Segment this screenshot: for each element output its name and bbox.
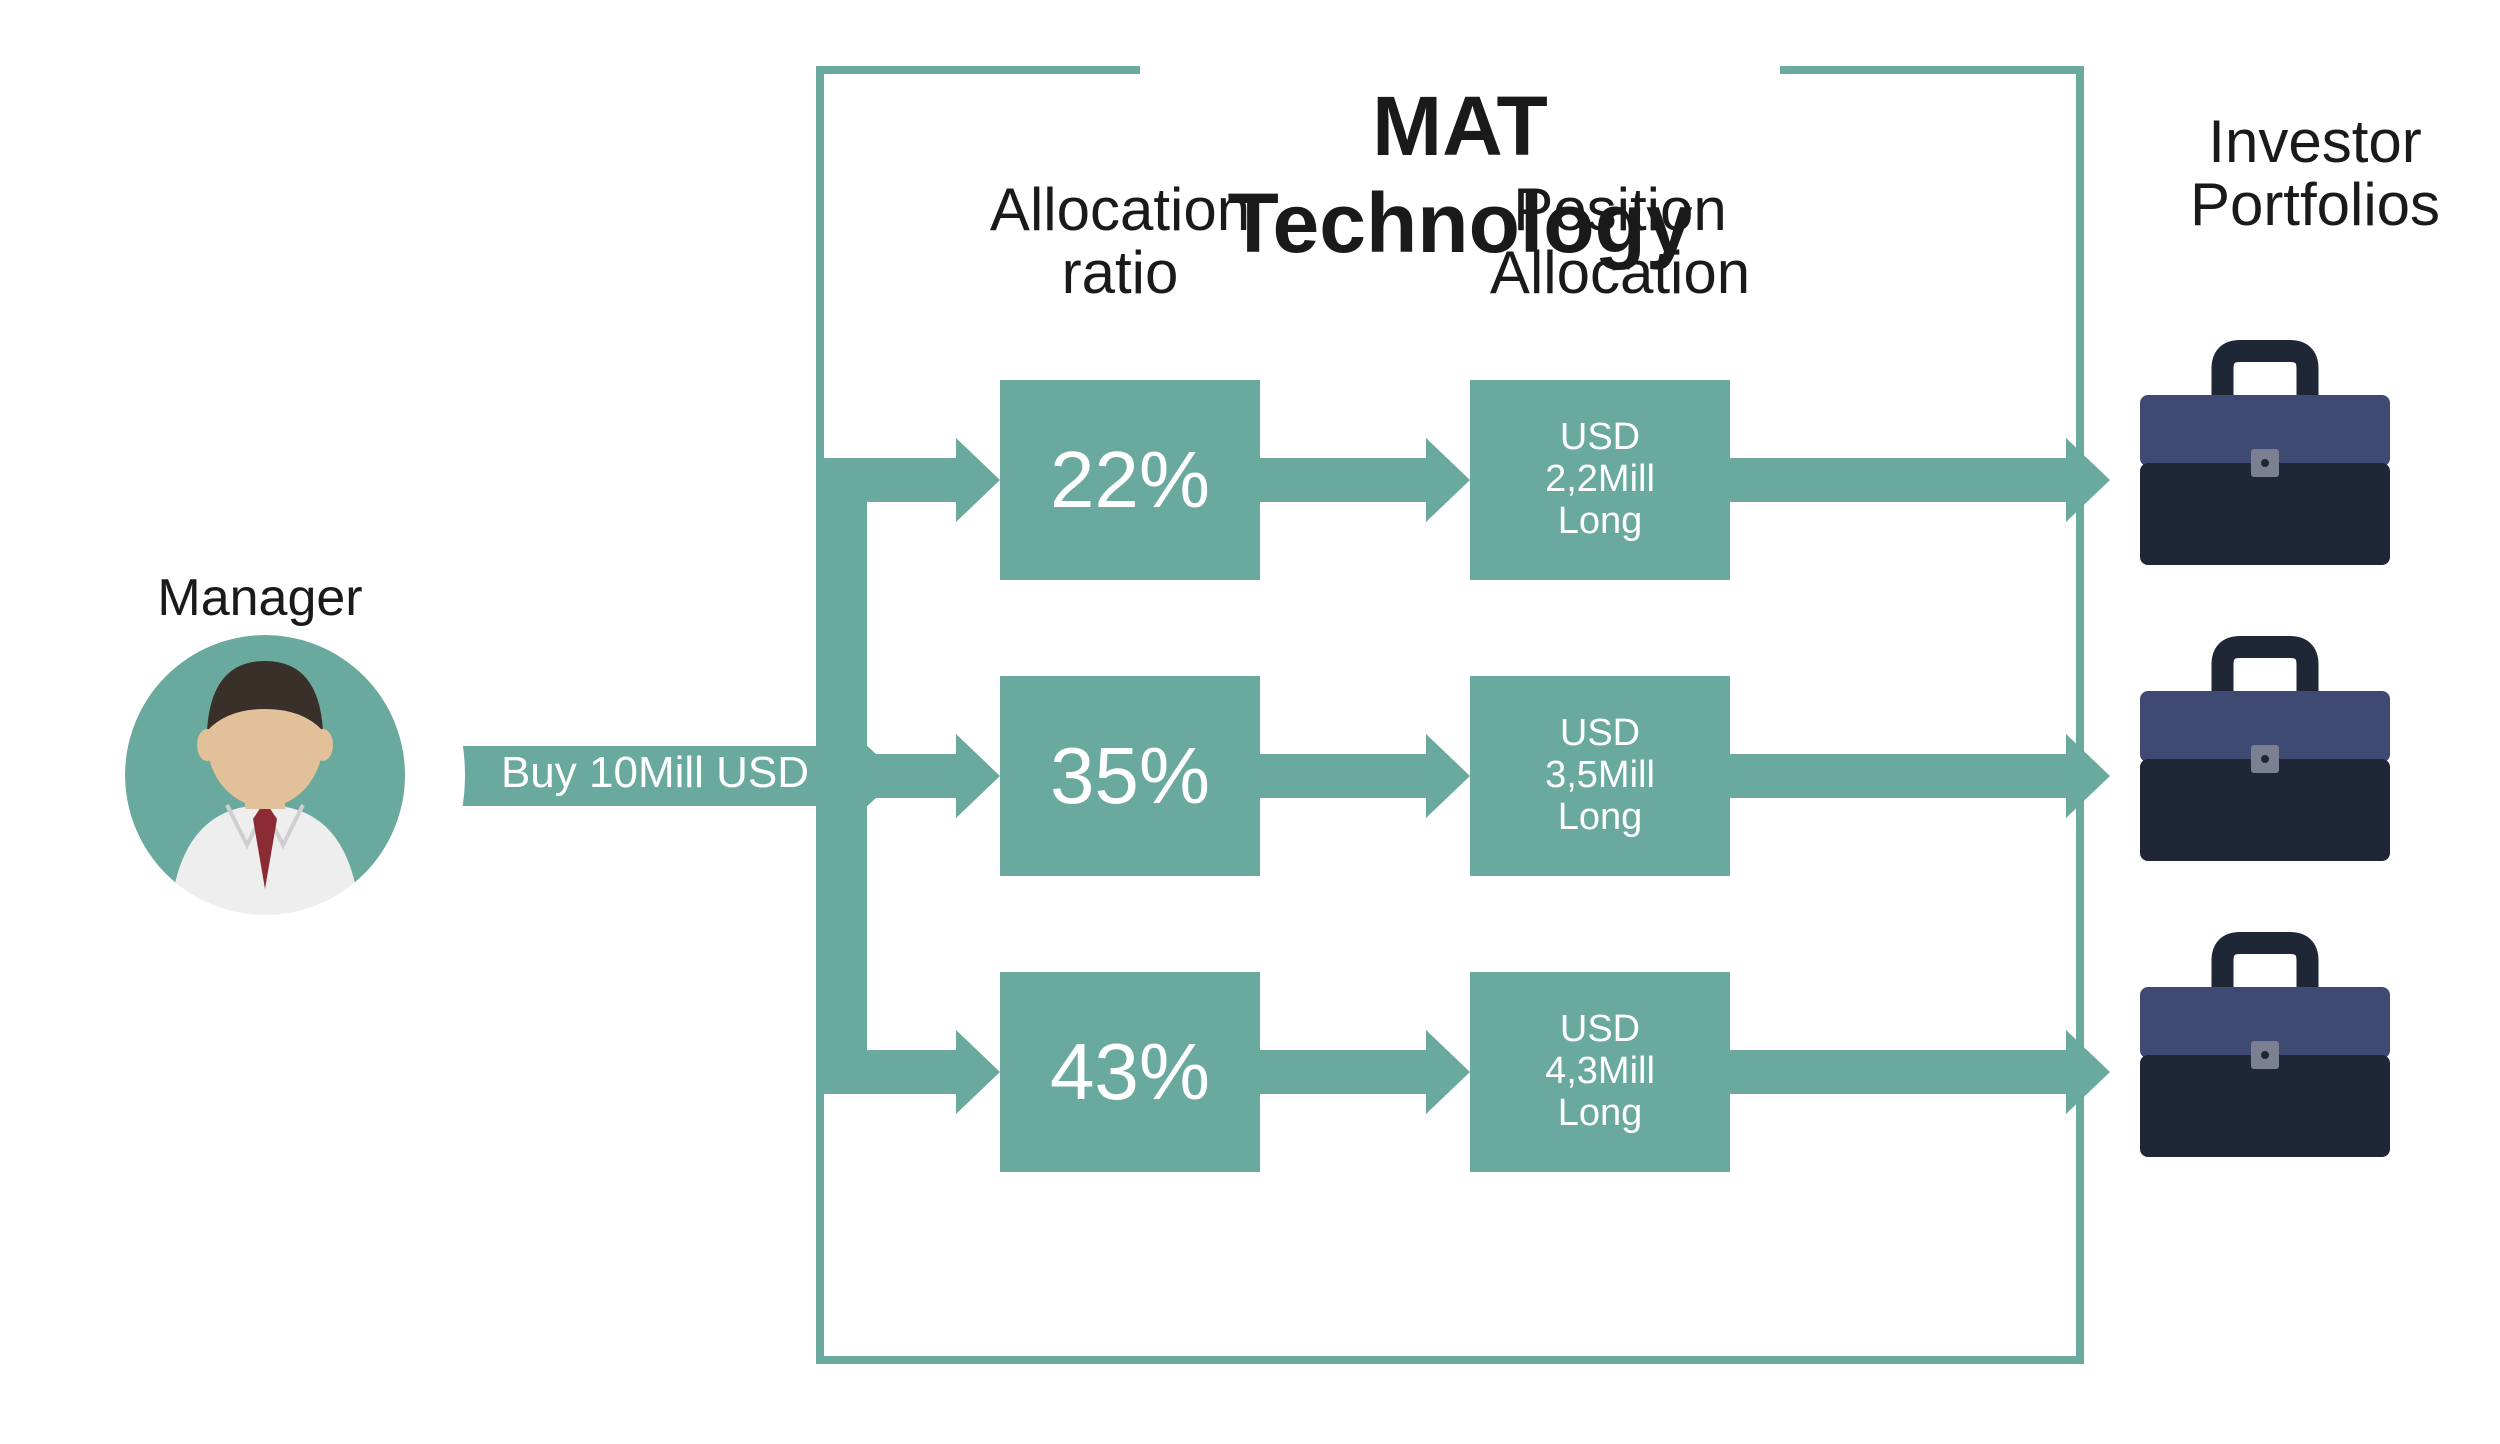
arrow-mid-2 (1260, 1030, 1470, 1114)
pos-l1-2: USD (1560, 1009, 1640, 1051)
briefcase-handle-0 (2223, 351, 2308, 395)
briefcase-bottom-2 (2140, 1055, 2390, 1157)
ratio-pct-1: 35% (1050, 730, 1210, 822)
manager-avatar (95, 605, 435, 975)
label-manager: Manager (140, 568, 380, 628)
pos-l2-1: 3,5Mill (1545, 755, 1655, 797)
title-investor-portfolios: InvestorPortfolios (2145, 110, 2485, 236)
position-value-0: USD2,2MillLong (1470, 380, 1730, 580)
ratio-pct-2: 43% (1050, 1026, 1210, 1118)
ratio-pct-0: 22% (1050, 434, 1210, 526)
pos-l1-0: USD (1560, 417, 1640, 459)
arrow-out-2 (1730, 1030, 2110, 1114)
briefcase-handle-1 (2223, 647, 2308, 691)
pos-l3-1: Long (1558, 797, 1643, 839)
pos-l3-2: Long (1558, 1093, 1643, 1135)
position-value-1: USD3,5MillLong (1470, 676, 1730, 876)
ratio-value-1: 35% (1000, 676, 1260, 876)
briefcase-lock-hole-1 (2261, 755, 2269, 763)
pos-l3-0: Long (1558, 501, 1643, 543)
title-allocation-ratio: Allocationratio (960, 178, 1280, 304)
briefcase-handle-2 (2223, 943, 2308, 987)
briefcase-bottom-0 (2140, 463, 2390, 565)
arrow-mid-1 (1260, 734, 1470, 818)
title-position-allocation: PositionAllocation (1430, 178, 1810, 304)
ratio-value-0: 22% (1000, 380, 1260, 580)
arrow-mid-0 (1260, 438, 1470, 522)
arrow-out-1 (1730, 734, 2110, 818)
ratio-value-2: 43% (1000, 972, 1260, 1172)
pos-l2-2: 4,3Mill (1545, 1051, 1655, 1093)
main-arrow-label: Buy 10Mill USD (500, 748, 810, 798)
position-value-2: USD4,3MillLong (1470, 972, 1730, 1172)
briefcase-bottom-1 (2140, 759, 2390, 861)
pos-l1-1: USD (1560, 713, 1640, 755)
arrow-out-0 (1730, 438, 2110, 522)
briefcase-lock-hole-0 (2261, 459, 2269, 467)
pos-l2-0: 2,2Mill (1545, 459, 1655, 501)
arrow-branch-2 (844, 1030, 1000, 1114)
briefcase-lock-hole-2 (2261, 1051, 2269, 1059)
arrow-branch-0 (844, 438, 1000, 522)
